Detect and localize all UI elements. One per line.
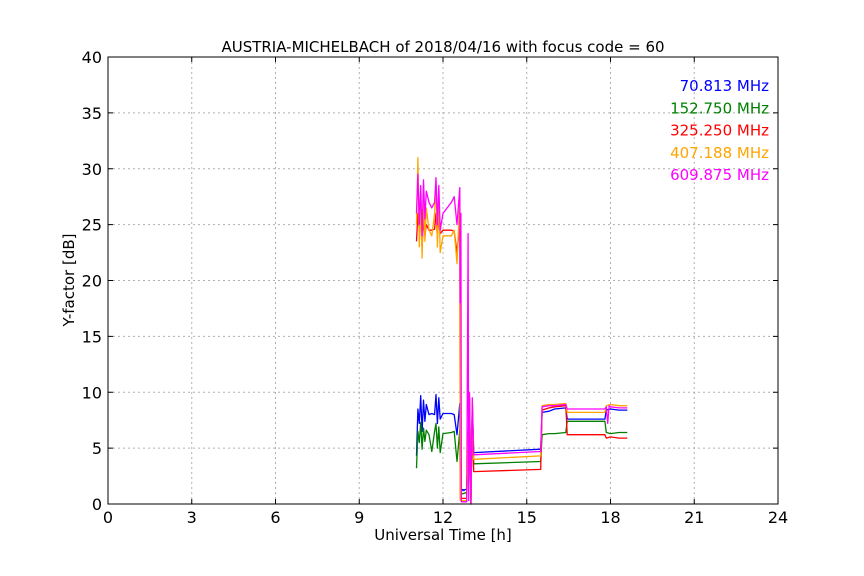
x-tick-label: 24: [768, 508, 788, 527]
legend-entry-2: 152.750 MHz: [670, 99, 769, 117]
y-tick-label: 0: [92, 495, 102, 514]
x-axis-label: Universal Time [h]: [374, 526, 512, 544]
y-tick-label: 30: [82, 160, 102, 179]
y-tick-label: 40: [82, 48, 102, 67]
legend: 70.813 MHz 152.750 MHz 325.250 MHz 407.188 …: [670, 77, 769, 184]
legend-entry-4: 407.188 MHz: [670, 144, 769, 162]
y-tick-label: 20: [82, 272, 102, 291]
y-tick-label: 10: [82, 383, 102, 402]
series-line-4: [415, 156, 628, 505]
x-tick-label: 15: [517, 508, 537, 527]
x-tick-label: 0: [103, 508, 113, 527]
chart-title: AUSTRIA-MICHELBACH of 2018/04/16 with fo…: [221, 38, 664, 56]
x-tick-label: 18: [600, 508, 620, 527]
x-tick-label: 21: [684, 508, 704, 527]
series-line-1: [415, 393, 628, 505]
y-axis-label: Y-factor [dB]: [60, 233, 78, 327]
x-tick-label: 9: [354, 508, 364, 527]
y-tick-label: 25: [82, 216, 102, 235]
legend-entry-1: 70.813 MHz: [680, 77, 769, 95]
y-tick-label: 5: [92, 439, 102, 458]
plot-area: [415, 156, 628, 505]
y-tick-label: 15: [82, 327, 102, 346]
legend-entry-5: 609.875 MHz: [670, 166, 769, 184]
y-tick-label: 35: [82, 104, 102, 123]
legend-entry-3: 325.250 MHz: [670, 122, 769, 140]
series-line-3: [415, 207, 628, 505]
x-tick-label: 6: [270, 508, 280, 527]
series-line-5: [415, 173, 628, 505]
x-tick-label: 3: [187, 508, 197, 527]
x-tick-label: 12: [433, 508, 453, 527]
axis-ticks: 0 3 6 9 12 15 18 21 24 0 5 10 15 20 25 30 35 40: [82, 48, 789, 527]
